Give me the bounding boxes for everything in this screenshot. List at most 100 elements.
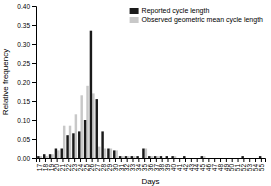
- bar: [180, 158, 182, 159]
- tick-mark: [255, 158, 256, 162]
- legend-item: Observed geometric mean cycle length: [130, 16, 263, 24]
- y-tick: 0.25: [17, 60, 36, 67]
- bar: [69, 126, 71, 158]
- y-tick: 0.00: [17, 155, 36, 162]
- tick-mark: [168, 158, 169, 162]
- bar: [236, 158, 238, 159]
- bar: [203, 156, 205, 158]
- bar: [212, 158, 214, 159]
- tick-mark: [74, 158, 75, 162]
- bar: [72, 133, 74, 158]
- tick-mark: [32, 158, 36, 159]
- bar: [80, 95, 82, 158]
- bar: [162, 158, 164, 159]
- axis-line: [32, 7, 37, 159]
- tick-mark: [173, 158, 174, 162]
- bar: [174, 156, 176, 158]
- x-tick: 55: [258, 158, 265, 171]
- tick-mark: [62, 158, 63, 162]
- bar: [166, 156, 168, 158]
- bar: [186, 158, 188, 159]
- bar: [92, 93, 94, 158]
- bar: [218, 158, 220, 159]
- bar: [142, 149, 144, 159]
- bar: [247, 158, 249, 159]
- bar: [101, 131, 103, 158]
- tick-label: 0.15: [17, 98, 30, 105]
- bar: [51, 154, 53, 158]
- bar: [127, 156, 129, 158]
- tick-mark: [97, 158, 98, 162]
- bar: [230, 158, 232, 159]
- bar: [49, 154, 51, 158]
- legend-label: Observed geometric mean cycle length: [142, 16, 263, 24]
- bar: [119, 156, 121, 158]
- tick-mark: [32, 120, 36, 121]
- bars: [37, 31, 261, 158]
- tick-mark: [92, 158, 93, 162]
- tick-mark: [208, 158, 209, 162]
- tick-mark: [32, 82, 36, 83]
- tick-mark: [32, 6, 36, 7]
- plot: 0.000.050.100.150.200.250.300.350.401718…: [1, 3, 266, 186]
- tick-mark: [32, 101, 36, 102]
- legend-swatch: [130, 17, 139, 23]
- bar: [110, 149, 112, 159]
- tick-mark: [232, 158, 233, 162]
- y-tick: 0.10: [17, 117, 36, 124]
- bar: [55, 149, 57, 159]
- bar: [61, 149, 63, 159]
- bar: [45, 156, 47, 158]
- tick-mark: [45, 158, 46, 162]
- bar: [90, 31, 92, 158]
- bar: [66, 135, 68, 158]
- bar: [113, 150, 115, 158]
- bar: [232, 158, 234, 159]
- bar: [43, 154, 45, 158]
- tick-mark: [261, 158, 262, 162]
- bar: [151, 156, 153, 158]
- bar: [241, 156, 243, 158]
- tick-mark: [32, 63, 36, 64]
- tick-mark: [191, 158, 192, 162]
- tick-mark: [32, 25, 36, 26]
- bar: [221, 158, 223, 159]
- bar: [75, 114, 77, 158]
- bar: [197, 158, 199, 159]
- tick-label: 55: [258, 164, 265, 172]
- tick-mark: [132, 158, 133, 162]
- bar: [238, 158, 240, 159]
- tick-label: 0.40: [17, 3, 30, 10]
- tick-mark: [86, 158, 87, 162]
- axis-line: [37, 159, 266, 163]
- tick-label: 0.25: [17, 60, 30, 67]
- bar: [253, 158, 255, 159]
- tick-mark: [144, 158, 145, 162]
- tick-mark: [51, 158, 52, 162]
- tick-label: 0.05: [17, 136, 30, 143]
- y-tick: 0.15: [17, 98, 36, 105]
- bar: [86, 86, 88, 158]
- tick-mark: [220, 158, 221, 162]
- x-axis-label: Days: [141, 177, 159, 186]
- bar: [215, 158, 217, 159]
- tick-mark: [39, 158, 40, 162]
- bar: [139, 158, 141, 159]
- y-tick: 0.05: [17, 136, 36, 143]
- legend-item: Reported cycle length: [130, 7, 210, 15]
- bar-series: [37, 31, 261, 158]
- bar: [156, 156, 158, 158]
- tick-mark: [127, 158, 128, 162]
- bar: [145, 149, 147, 159]
- tick-mark: [214, 158, 215, 162]
- bar: [115, 150, 117, 158]
- tick-label: 0.10: [17, 117, 30, 124]
- tick-label: 0.20: [17, 79, 30, 86]
- bar: [177, 158, 179, 159]
- bar: [171, 156, 173, 158]
- x-axis: 1718192021222324252627282930313233343536…: [36, 158, 266, 171]
- tick-mark: [32, 139, 36, 140]
- bar: [189, 158, 191, 159]
- bar: [107, 149, 109, 159]
- bar: [250, 158, 252, 159]
